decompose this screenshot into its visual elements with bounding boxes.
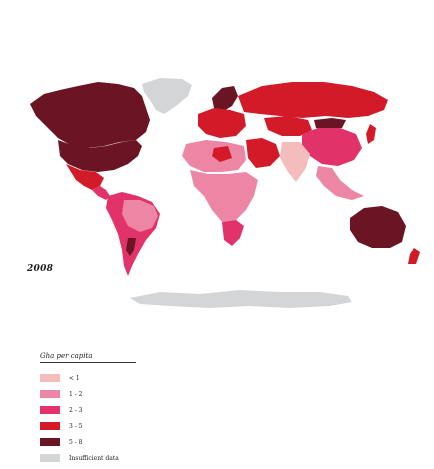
region-japan bbox=[366, 124, 376, 144]
region-canada bbox=[30, 82, 150, 148]
legend: Gha per capita < 1 1 - 2 2 - 3 3 - 5 5 -… bbox=[40, 352, 136, 469]
region-argentina bbox=[126, 238, 136, 256]
region-western-europe bbox=[198, 108, 246, 138]
region-greenland bbox=[142, 78, 192, 114]
region-southern-africa bbox=[222, 220, 244, 246]
region-libya bbox=[212, 146, 232, 162]
region-scandinavia bbox=[212, 86, 238, 112]
region-china bbox=[302, 128, 362, 166]
region-sub-saharan-africa bbox=[190, 170, 258, 222]
legend-item: 1 - 2 bbox=[40, 389, 136, 399]
region-southeast-asia bbox=[316, 166, 364, 200]
legend-swatch bbox=[40, 374, 60, 382]
legend-label: 1 - 2 bbox=[69, 390, 83, 398]
legend-item: 5 - 8 bbox=[40, 437, 136, 447]
region-antarctica bbox=[130, 290, 352, 308]
world-map bbox=[30, 78, 420, 308]
legend-label: 3 - 5 bbox=[69, 422, 83, 430]
legend-label: 5 - 8 bbox=[69, 438, 83, 446]
region-india bbox=[280, 142, 310, 182]
legend-item: < 1 bbox=[40, 373, 136, 383]
legend-label: < 1 bbox=[69, 374, 80, 382]
year-label: 2008 bbox=[27, 264, 54, 274]
legend-item: 2 - 3 bbox=[40, 405, 136, 415]
region-australia bbox=[350, 206, 406, 248]
region-brazil bbox=[122, 200, 158, 232]
region-mongolia bbox=[314, 118, 346, 130]
legend-swatch bbox=[40, 454, 60, 462]
legend-title: Gha per capita bbox=[40, 352, 136, 363]
region-new-zealand bbox=[408, 248, 420, 264]
legend-item: 3 - 5 bbox=[40, 421, 136, 431]
region-middle-east bbox=[246, 138, 280, 168]
legend-swatch bbox=[40, 390, 60, 398]
region-russia bbox=[238, 82, 388, 118]
legend-label: Insufficient data bbox=[69, 454, 119, 462]
legend-swatch bbox=[40, 422, 60, 430]
region-central-america bbox=[92, 186, 110, 200]
region-united-states bbox=[58, 140, 142, 172]
legend-label: 2 - 3 bbox=[69, 406, 83, 414]
legend-item: Insufficient data bbox=[40, 453, 136, 463]
region-kazakhstan bbox=[264, 116, 312, 136]
region-mexico bbox=[66, 164, 104, 190]
legend-swatch bbox=[40, 438, 60, 446]
legend-swatch bbox=[40, 406, 60, 414]
